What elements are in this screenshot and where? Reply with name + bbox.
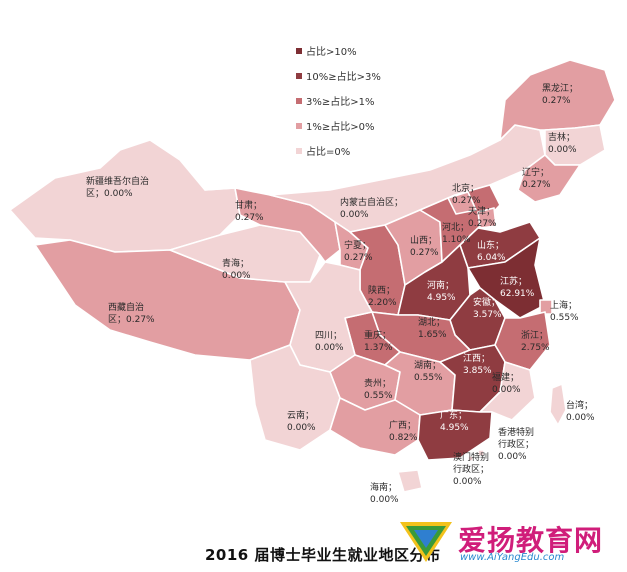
label-neimenggu: 内蒙古自治区； 0.00%: [340, 198, 404, 220]
label-henan: 河南； 4.95%: [427, 281, 456, 303]
label-shandong: 山东； 6.04%: [477, 241, 506, 263]
label-shanxi: 山西； 0.27%: [410, 236, 439, 258]
label-shaanxi: 陕西； 2.20%: [368, 286, 397, 308]
label-beijing: 北京； 0.27%: [452, 184, 481, 206]
label-sichuan: 四川； 0.00%: [315, 331, 344, 353]
label-jiangsu: 江苏； 62.91%: [500, 277, 535, 299]
map-title: 2016 届博士毕业生就业地区分布: [205, 546, 441, 564]
label-xinjiang: 新疆维吾尔自治 区；0.00%: [86, 177, 150, 199]
region-hongkong: [477, 449, 485, 457]
label-jilin: 吉林； 0.00%: [548, 133, 577, 155]
label-guangxi: 广西； 0.82%: [389, 421, 418, 443]
label-hongkong: 香港特别 行政区； 0.00%: [498, 428, 535, 462]
legend-swatch: [296, 47, 302, 54]
watermark-url: www.AiYangEdu.com: [460, 552, 565, 563]
legend-label: 占比=0%: [306, 147, 351, 158]
region-shanghai: [539, 299, 553, 315]
label-hebei: 河北； 1.10%: [442, 223, 471, 245]
legend-swatch: [296, 147, 302, 154]
watermark-name: 爱扬教育网: [458, 524, 604, 557]
legend-swatch: [296, 122, 302, 129]
label-hunan: 湖南； 0.55%: [414, 361, 443, 383]
label-shanghai: 上海； 0.55%: [550, 301, 579, 323]
legend-swatch: [296, 97, 302, 104]
label-guangdong: 广东； 4.95%: [440, 411, 469, 433]
label-jiangxi: 江西； 3.85%: [463, 354, 492, 376]
region-qinghai: [169, 224, 321, 283]
legend-item: 占比=0%: [296, 138, 381, 163]
legend-item: 占比>10%: [296, 38, 381, 63]
label-macao: 澳门特别 行政区； 0.00%: [453, 453, 490, 487]
label-taiwan: 台湾； 0.00%: [566, 401, 595, 423]
legend-label: 占比>10%: [306, 47, 357, 58]
legend-label: 3%≥占比>1%: [306, 97, 375, 108]
region-beijing: [447, 191, 477, 215]
region-tianjin: [477, 207, 497, 229]
legend-swatch: [296, 72, 302, 79]
region-macao: [467, 455, 474, 462]
logo-icon: [400, 522, 452, 562]
legend-item: 1%≥占比>0%: [296, 113, 381, 138]
label-qinghai: 青海； 0.00%: [222, 259, 251, 281]
label-tianjin: 天津； 0.27%: [468, 207, 497, 229]
map-legend: 占比>10% 10%≥占比>3% 3%≥占比>1% 1%≥占比>0% 占比=0%: [296, 38, 381, 163]
legend-item: 10%≥占比>3%: [296, 63, 381, 88]
label-zhejiang: 浙江； 2.75%: [521, 331, 550, 353]
region-liaoning: [517, 154, 581, 203]
legend-label: 10%≥占比>3%: [306, 72, 381, 83]
label-hainan: 海南； 0.00%: [370, 483, 399, 505]
region-fujian: [479, 361, 536, 421]
label-gansu: 甘肃； 0.27%: [235, 201, 264, 223]
label-anhui: 安徽； 3.57%: [473, 298, 502, 320]
label-liaoning: 辽宁； 0.27%: [522, 168, 551, 190]
watermark-logo: 爱扬教育网 www.AiYangEdu.com: [396, 516, 622, 568]
label-fujian: 福建； 0.00%: [492, 373, 521, 395]
label-xizang: 西藏自治 区；0.27%: [108, 303, 155, 325]
legend-item: 3%≥占比>1%: [296, 88, 381, 113]
legend-label: 1%≥占比>0%: [306, 122, 375, 133]
label-chongqing: 重庆； 1.37%: [364, 331, 393, 353]
region-heilongjiang: [499, 59, 616, 141]
region-guangdong: [417, 409, 493, 461]
label-yunnan: 云南； 0.00%: [287, 411, 316, 433]
label-heilongjiang: 黑龙江； 0.27%: [542, 84, 579, 106]
region-taiwan: [549, 383, 567, 426]
label-guizhou: 贵州； 0.55%: [364, 379, 393, 401]
label-hubei: 湖北； 1.65%: [418, 318, 447, 340]
label-ningxia: 宁夏； 0.27%: [344, 241, 373, 263]
region-hainan: [397, 469, 423, 493]
